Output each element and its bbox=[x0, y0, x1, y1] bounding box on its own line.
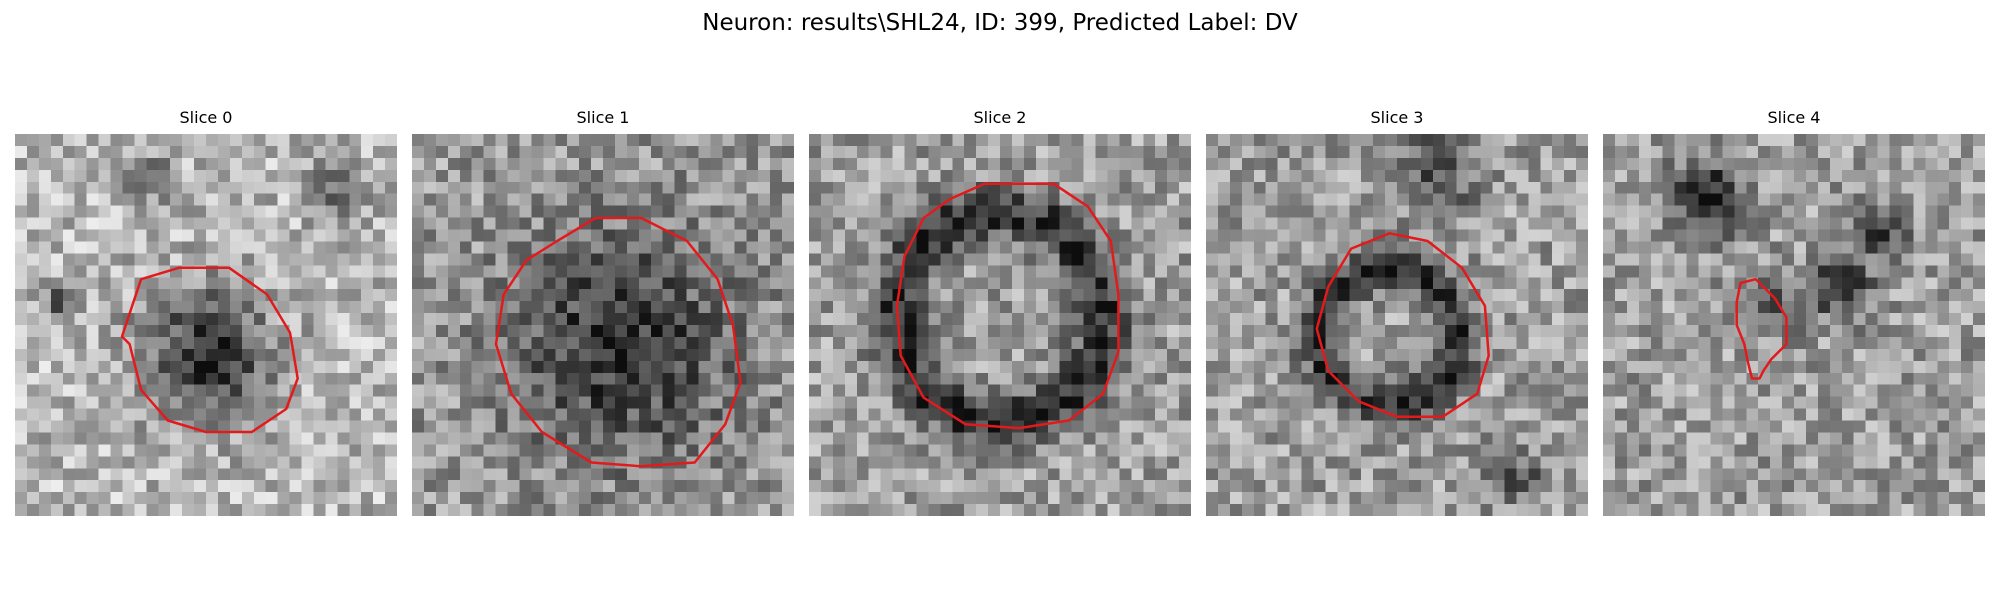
slice-title: Slice 1 bbox=[576, 108, 630, 127]
figure-title: Neuron: results\SHL24, ID: 399, Predicte… bbox=[702, 10, 1298, 36]
segmentation-contour bbox=[494, 216, 742, 468]
slice-panel-4: Slice 4 bbox=[1603, 108, 1985, 516]
slice-image-1 bbox=[412, 134, 794, 516]
slice-image-3 bbox=[1206, 134, 1588, 516]
slice-title: Slice 0 bbox=[179, 108, 233, 127]
slice-panel-3: Slice 3 bbox=[1206, 108, 1588, 516]
slice-panel-2: Slice 2 bbox=[809, 108, 1191, 516]
slice-title: Slice 4 bbox=[1767, 108, 1821, 127]
segmentation-contour bbox=[895, 182, 1120, 430]
segmentation-contour bbox=[1315, 232, 1490, 418]
segmentation-contour bbox=[120, 266, 299, 434]
slice-image-4 bbox=[1603, 134, 1985, 516]
slice-image-2 bbox=[809, 134, 1191, 516]
slice-title: Slice 3 bbox=[1370, 108, 1424, 127]
slice-image-0 bbox=[15, 134, 397, 516]
slice-panel-0: Slice 0 bbox=[15, 108, 397, 516]
slice-title: Slice 2 bbox=[973, 108, 1027, 127]
segmentation-contour bbox=[1735, 277, 1788, 380]
slice-panel-1: Slice 1 bbox=[412, 108, 794, 516]
